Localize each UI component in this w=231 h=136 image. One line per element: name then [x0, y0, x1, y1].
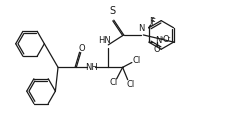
Text: F: F [148, 17, 153, 26]
Text: S: S [109, 6, 115, 16]
Text: Cl: Cl [132, 56, 140, 65]
Text: NH: NH [84, 63, 97, 72]
Text: HN: HN [98, 36, 111, 45]
Text: F: F [149, 18, 154, 27]
Text: -: - [167, 34, 169, 40]
Text: N: N [155, 36, 161, 45]
Text: O: O [162, 35, 169, 44]
Text: O: O [78, 44, 85, 53]
Text: Cl: Cl [126, 80, 134, 89]
Text: O: O [153, 45, 160, 54]
Text: Cl: Cl [109, 78, 117, 87]
Text: N: N [138, 24, 144, 33]
Text: +: + [159, 36, 164, 41]
